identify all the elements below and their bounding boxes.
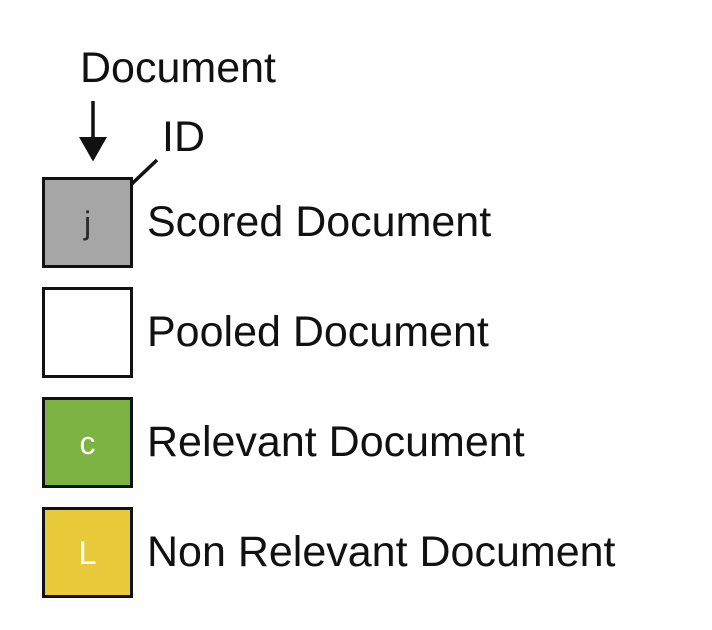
document-annotation: Document (80, 44, 276, 92)
non-relevant-document-box: L (42, 507, 133, 598)
pooled-document-label: Pooled Document (147, 308, 489, 356)
id-annotation: ID (162, 113, 205, 161)
non-relevant-document-label: Non Relevant Document (147, 528, 616, 576)
relevant-document-box: c (42, 397, 133, 488)
scored-document-box: j (42, 177, 133, 268)
non-relevant-document-id: L (78, 534, 97, 571)
pooled-document-box (42, 287, 133, 378)
relevant-document-id: c (79, 424, 96, 461)
relevant-document-label: Relevant Document (147, 418, 525, 466)
scored-document-id: j (83, 204, 92, 241)
scored-document-label: Scored Document (147, 198, 492, 246)
